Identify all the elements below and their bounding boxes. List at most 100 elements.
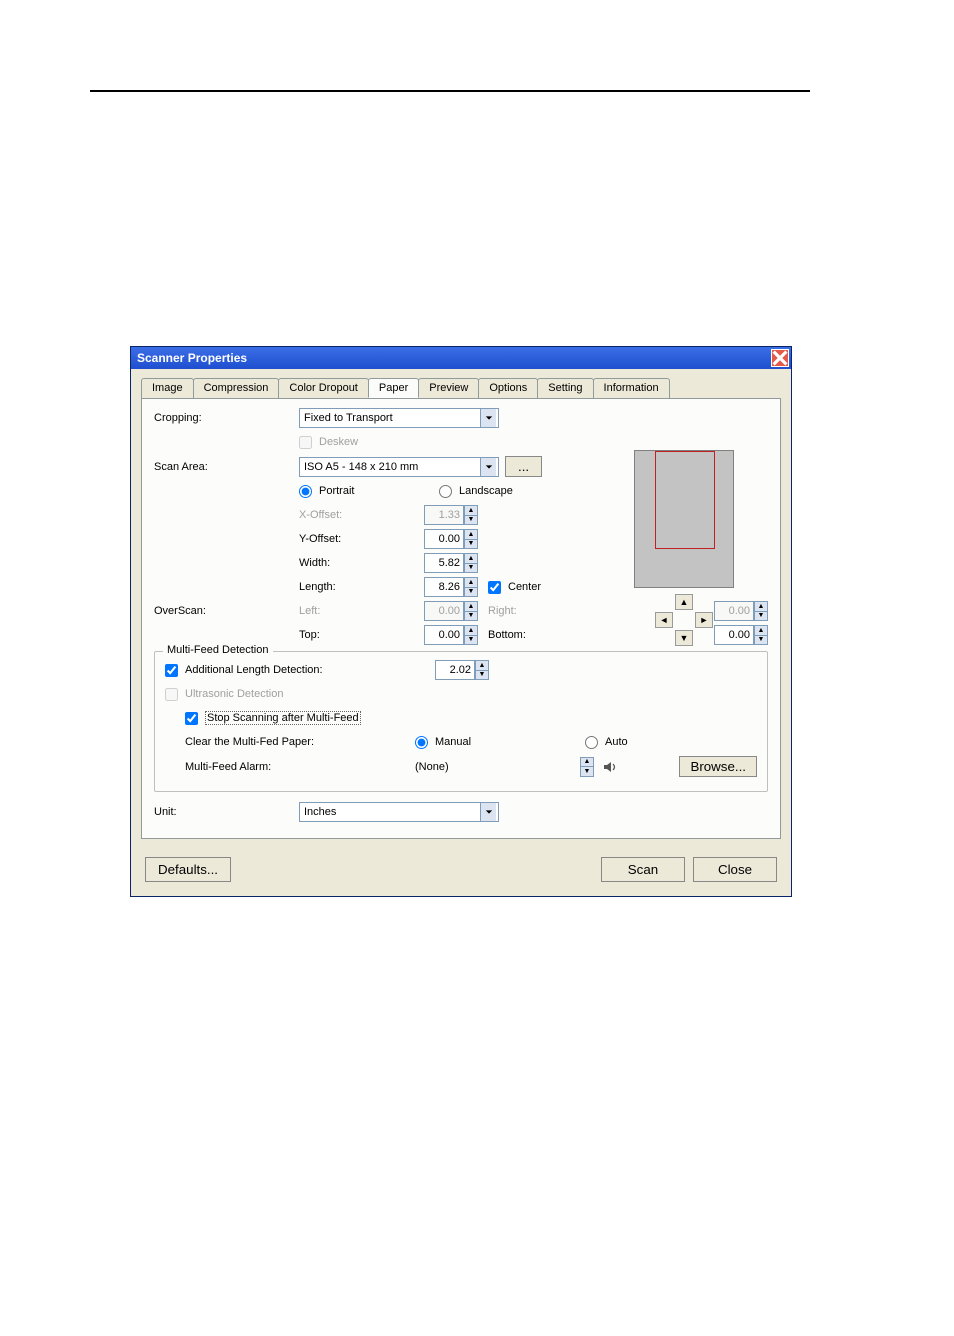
scanarea-combo[interactable]: ISO A5 - 148 x 210 mm <box>299 457 499 477</box>
center-checkbox[interactable]: Center <box>488 581 541 594</box>
spin-up-button[interactable]: ▲ <box>580 757 594 768</box>
unit-combo[interactable]: Inches <box>299 802 499 822</box>
tab-setting[interactable]: Setting <box>537 378 593 398</box>
length-input[interactable] <box>424 577 464 597</box>
alarm-label: Multi-Feed Alarm: <box>185 761 415 773</box>
auto-radio-input[interactable] <box>585 736 598 749</box>
spin-up-button: ▲ <box>464 601 478 612</box>
tab-information[interactable]: Information <box>593 378 670 398</box>
multifeed-group: Multi-Feed Detection Additional Length D… <box>154 651 768 792</box>
ultrasonic-label: Ultrasonic Detection <box>185 688 283 700</box>
spin-up-button[interactable]: ▲ <box>464 577 478 588</box>
alarm-value: (None) <box>415 761 580 773</box>
portrait-radio[interactable]: Portrait <box>299 485 439 498</box>
spin-down-button[interactable]: ▼ <box>464 540 478 550</box>
row-cropping: Cropping: Fixed to Transport <box>154 408 768 428</box>
tab-color-dropout[interactable]: Color Dropout <box>278 378 368 398</box>
row-unit: Unit: Inches <box>154 802 768 822</box>
paper-main-area: ▲ ◄ ► ▼ Cropping: Fixed to Transport <box>154 408 768 822</box>
landscape-radio-input[interactable] <box>439 485 452 498</box>
tab-preview[interactable]: Preview <box>418 378 479 398</box>
alarm-volume-spinner[interactable]: ▲ ▼ <box>580 757 594 777</box>
unit-label: Unit: <box>154 806 299 818</box>
stop-scanning-check-input[interactable] <box>185 712 198 725</box>
nudge-down-button[interactable]: ▼ <box>675 630 693 646</box>
add-length-spinner[interactable]: ▲ ▼ <box>435 660 489 680</box>
spin-down-button[interactable]: ▼ <box>475 671 489 681</box>
yoffset-label: Y-Offset: <box>299 533 424 545</box>
manual-radio[interactable]: Manual <box>415 736 585 749</box>
window-close-button[interactable] <box>771 349 789 367</box>
tab-compression[interactable]: Compression <box>193 378 280 398</box>
browse-button[interactable]: Browse... <box>679 756 757 777</box>
row-clear-paper: Clear the Multi-Fed Paper: Manual Auto <box>165 732 757 752</box>
scanarea-more-button[interactable]: ... <box>505 456 542 477</box>
yoffset-input[interactable] <box>424 529 464 549</box>
add-length-checkbox[interactable]: Additional Length Detection: <box>165 664 435 677</box>
chevron-down-icon[interactable] <box>480 458 496 476</box>
auto-radio[interactable]: Auto <box>585 736 628 749</box>
nudge-arrow-pad: ▲ ◄ ► ▼ <box>654 594 714 646</box>
nudge-up-button[interactable]: ▲ <box>675 594 693 610</box>
speaker-icon[interactable] <box>602 759 618 775</box>
xoffset-label: X-Offset: <box>299 509 424 521</box>
os-top-spinner[interactable]: ▲ ▼ <box>424 625 478 645</box>
deskew-check-input <box>299 436 312 449</box>
landscape-radio[interactable]: Landscape <box>439 485 513 498</box>
add-length-input[interactable] <box>435 660 475 680</box>
nudge-left-button[interactable]: ◄ <box>655 612 673 628</box>
nudge-right-button[interactable]: ► <box>695 612 713 628</box>
spin-up-button[interactable]: ▲ <box>464 529 478 540</box>
cropping-combo[interactable]: Fixed to Transport <box>299 408 499 428</box>
tab-paper[interactable]: Paper <box>368 378 419 398</box>
landscape-label: Landscape <box>459 485 513 497</box>
spin-down-button: ▼ <box>464 516 478 526</box>
width-spinner[interactable]: ▲ ▼ <box>424 553 478 573</box>
spin-up-button[interactable]: ▲ <box>475 660 489 671</box>
multifeed-legend: Multi-Feed Detection <box>163 644 273 656</box>
defaults-button[interactable]: Defaults... <box>145 857 231 882</box>
tab-label: Options <box>489 382 527 394</box>
chevron-down-icon[interactable] <box>480 409 496 427</box>
client-area: Image Compression Color Dropout Paper Pr… <box>131 369 791 896</box>
dialog-footer: Defaults... Scan Close <box>141 857 781 882</box>
manual-radio-input[interactable] <box>415 736 428 749</box>
row-ultrasonic: Ultrasonic Detection <box>165 684 757 704</box>
chevron-down-icon[interactable] <box>480 803 496 821</box>
spin-down-button[interactable]: ▼ <box>464 636 478 646</box>
spin-down-button[interactable]: ▼ <box>580 767 594 777</box>
stop-scanning-checkbox[interactable]: Stop Scanning after Multi-Feed <box>185 711 361 725</box>
defaults-label: Defaults... <box>158 862 218 877</box>
spin-up-button[interactable]: ▲ <box>464 553 478 564</box>
tab-image[interactable]: Image <box>141 378 194 398</box>
close-button[interactable]: Close <box>693 857 777 882</box>
spin-down-button[interactable]: ▼ <box>464 588 478 598</box>
browse-label: Browse... <box>690 759 746 774</box>
width-input[interactable] <box>424 553 464 573</box>
tab-body-paper: ▲ ◄ ► ▼ Cropping: Fixed to Transport <box>141 398 781 839</box>
scan-button[interactable]: Scan <box>601 857 685 882</box>
spin-down-button: ▼ <box>754 612 768 622</box>
scan-label: Scan <box>628 862 658 877</box>
tab-options[interactable]: Options <box>478 378 538 398</box>
center-check-input[interactable] <box>488 581 501 594</box>
tab-strip: Image Compression Color Dropout Paper Pr… <box>141 378 781 399</box>
preview-selection[interactable] <box>655 451 715 549</box>
spin-up-button: ▲ <box>464 505 478 516</box>
stop-scanning-label: Stop Scanning after Multi-Feed <box>205 711 361 725</box>
portrait-radio-input[interactable] <box>299 485 312 498</box>
titlebar: Scanner Properties <box>131 347 791 369</box>
os-left-spinner: ▲ ▼ <box>424 601 478 621</box>
spin-down-button[interactable]: ▼ <box>754 636 768 646</box>
spin-up-button[interactable]: ▲ <box>754 625 768 636</box>
spin-down-button[interactable]: ▼ <box>464 564 478 574</box>
window-title: Scanner Properties <box>137 351 247 365</box>
yoffset-spinner[interactable]: ▲ ▼ <box>424 529 478 549</box>
spin-up-button[interactable]: ▲ <box>464 625 478 636</box>
more-label: ... <box>518 459 529 474</box>
page-preview[interactable] <box>634 450 734 588</box>
add-length-check-input[interactable] <box>165 664 178 677</box>
os-top-input[interactable] <box>424 625 464 645</box>
close-icon <box>772 350 788 366</box>
length-spinner[interactable]: ▲ ▼ <box>424 577 478 597</box>
